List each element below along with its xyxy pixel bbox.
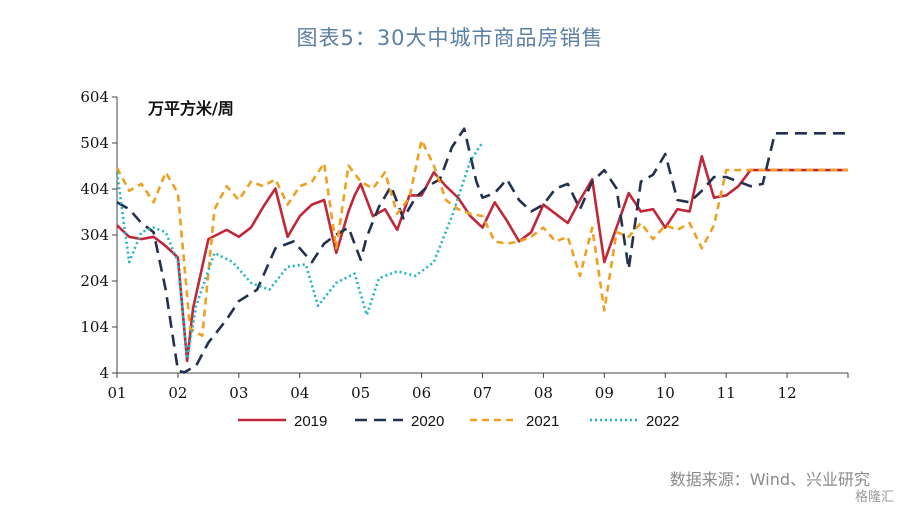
y-tick-label: 504 [80,134,109,152]
series-line-2021 [115,138,848,338]
x-tick-label: 12 [778,384,797,402]
x-tick-label: 07 [473,384,492,402]
x-tick-label: 10 [656,384,675,402]
series-line-2022 [115,141,484,361]
legend-label-2020: 2020 [411,413,444,430]
x-tick-label: 01 [107,384,126,402]
x-tick-label: 05 [351,384,370,402]
y-tick-label: 4 [99,364,109,382]
x-tick-label: 03 [229,384,248,402]
y-tick-label: 204 [80,272,109,290]
watermark-logo: 格隆汇 [854,490,894,505]
y-axis-unit-label: 万平方米/周 [148,99,234,118]
x-tick-label: 08 [534,384,553,402]
x-tick-label: 04 [290,384,309,402]
chart-series [115,127,848,374]
legend-label-2022: 2022 [646,413,679,430]
y-tick-label: 604 [80,88,109,106]
data-source-note: 数据来源：Wind、兴业研究 [669,470,870,489]
series-line-2019 [116,155,848,363]
chart-axes: 4 104 204 304 404 504 604 01 02 03 04 05 06 07 08 09 10 1… [80,88,849,402]
legend-label-2019: 2019 [294,413,327,430]
y-tick-label: 104 [80,318,109,336]
x-tick-label: 02 [168,384,187,402]
series-line-2020 [116,127,848,374]
chart-legend: 2019 2020 2021 2022 [238,413,679,430]
y-tick-label: 404 [80,180,109,198]
x-tick-label: 09 [595,384,614,402]
x-tick-label: 06 [412,384,431,402]
legend-label-2021: 2021 [526,413,559,430]
chart-title: 图表5：30大中城市商品房销售 [296,26,604,50]
x-tick-label: 11 [717,384,736,402]
y-tick-label: 304 [80,226,109,244]
